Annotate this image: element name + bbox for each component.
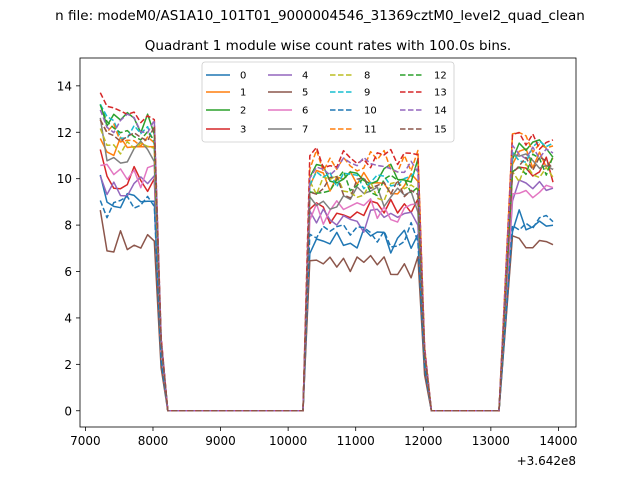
- y-tick-label: 6: [64, 265, 72, 279]
- legend-label-11: 11: [364, 125, 377, 136]
- legend-label-9: 9: [364, 88, 370, 99]
- y-tick-label: 12: [57, 126, 72, 140]
- x-tick-label: 7000: [70, 434, 101, 448]
- x-tick-label: 10000: [269, 434, 307, 448]
- y-tick-label: 4: [64, 311, 72, 325]
- legend-label-1: 1: [240, 88, 246, 99]
- y-tick-label: 10: [57, 172, 72, 186]
- legend-label-0: 0: [240, 71, 246, 82]
- chart-title: Quadrant 1 module wise count rates with …: [145, 38, 511, 54]
- legend-label-15: 15: [434, 125, 447, 136]
- legend-label-13: 13: [434, 88, 447, 99]
- legend-label-4: 4: [302, 71, 308, 82]
- series-line-15: [99, 119, 554, 412]
- legend-label-10: 10: [364, 106, 377, 117]
- y-tick-label: 14: [57, 79, 72, 93]
- y-axis: 0 2 4 6 8 10 12 14: [57, 79, 80, 418]
- x-tick-label: 14000: [539, 434, 577, 448]
- legend-label-5: 5: [302, 88, 308, 99]
- x-tick-label: 8000: [138, 434, 169, 448]
- x-axis-offset-label: +3.642e8: [517, 454, 576, 468]
- series-layer: [99, 92, 554, 412]
- series-line-11: [99, 119, 554, 412]
- series-line-6: [100, 163, 554, 412]
- x-axis: 7000 8000 9000 10000 11000 12000 13000 14000: [70, 427, 578, 448]
- x-tick-label: 11000: [337, 434, 375, 448]
- legend-box: [201, 61, 455, 143]
- legend-label-8: 8: [364, 71, 370, 82]
- legend-label-7: 7: [302, 125, 308, 136]
- figure-suptitle: n file: modeM0/AS1A10_101T01_9000004546_…: [55, 8, 585, 24]
- x-tick-label: 12000: [404, 434, 442, 448]
- y-tick-label: 8: [64, 219, 72, 233]
- legend-label-2: 2: [240, 106, 246, 117]
- legend-label-6: 6: [302, 106, 308, 117]
- series-line-10: [99, 195, 554, 412]
- x-tick-label: 13000: [472, 434, 510, 448]
- legend-label-12: 12: [434, 71, 447, 82]
- x-tick-label: 9000: [205, 434, 236, 448]
- y-tick-label: 0: [64, 404, 72, 418]
- series-line-12: [99, 104, 554, 412]
- y-tick-label: 2: [64, 358, 72, 372]
- legend-label-14: 14: [434, 106, 447, 117]
- series-line-14: [99, 109, 554, 412]
- legend-label-3: 3: [240, 125, 246, 136]
- axes-frame: [79, 57, 577, 428]
